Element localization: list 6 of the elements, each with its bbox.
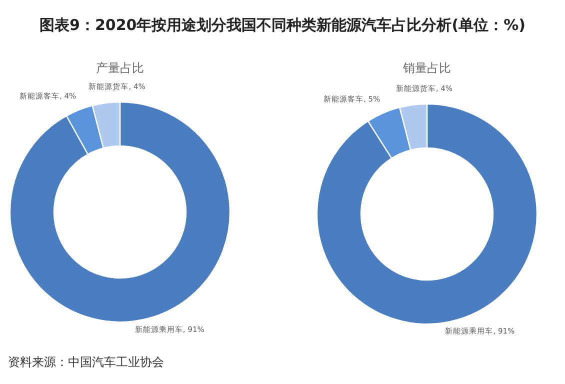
chart-subtitle: 产量占比 bbox=[96, 61, 144, 75]
text: 资料来源：中国汽车工业协会 bbox=[8, 355, 164, 369]
chart-subtitle: 销量占比 bbox=[402, 61, 451, 75]
donut-slice bbox=[316, 103, 538, 325]
text: 图表9：2020年按用途划分我国不同种类新能源汽车占比分析(单位：%) bbox=[40, 16, 526, 34]
donut-slice bbox=[9, 101, 231, 322]
